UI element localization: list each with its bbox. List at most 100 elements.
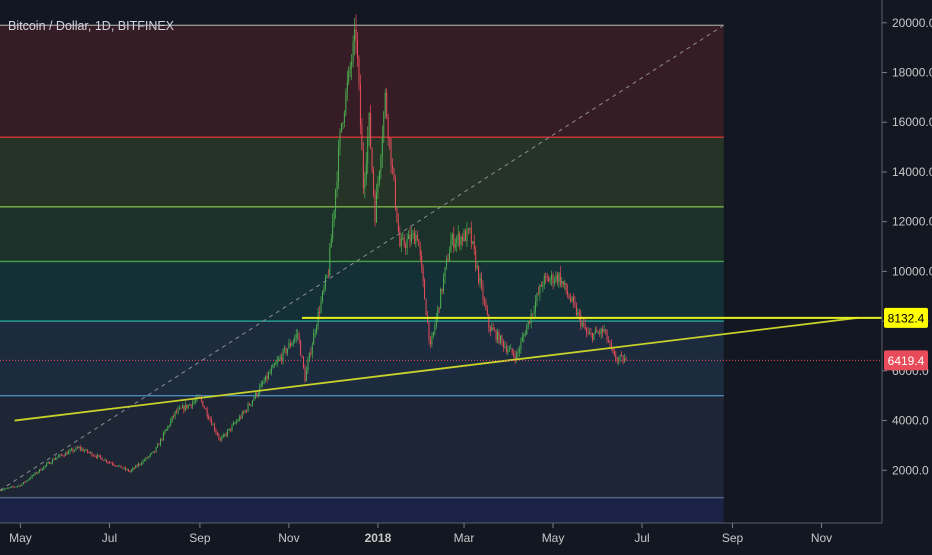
candle-body [298,333,300,342]
candle-body [68,451,70,455]
candle-body [570,298,572,302]
candle-body [17,486,19,487]
candle-body [510,348,512,350]
candle-body [193,401,195,403]
candle-body [583,322,585,324]
candle-body [122,468,124,469]
candle-body [164,431,166,433]
x-tick-label: 2018 [365,531,392,545]
candle-body [578,312,580,315]
candle-body [440,288,442,309]
candle-body [31,475,33,478]
candle-body [489,327,491,331]
price-tags: 8132.4 6419.4 [884,307,928,371]
candle-body [265,375,267,382]
candle-body [405,245,407,248]
symbol-title[interactable]: Bitcoin / Dollar, 1D, BITFINEX [8,19,175,33]
candle-body [152,451,154,453]
candle-body [257,393,259,396]
x-tick-label: Nov [278,531,299,545]
candle-body [132,468,134,470]
candle-body [553,280,555,284]
candle-body [267,373,269,380]
candle-body [266,375,268,380]
last-price-tag: 6419.4 [888,354,925,368]
candle-body [380,156,382,172]
candle-body [127,469,129,472]
candle-body [197,396,199,398]
candle-body [160,439,162,446]
candle-body [232,423,234,426]
candle-body [444,267,446,278]
candle-body [329,247,331,276]
fib-band [0,261,724,322]
candle-body [537,293,539,295]
candle-body [368,112,370,137]
candle-body [157,444,159,448]
candle-body [497,331,499,340]
candle-body [192,402,194,407]
candle-body [100,455,102,458]
candle-body [485,302,487,310]
trendline[interactable] [14,316,859,422]
candle-body [524,334,526,336]
candle-body [454,243,456,248]
candle-body [409,234,411,242]
candle-body [276,360,278,363]
x-tick-label: Jul [102,531,117,545]
candle-body [619,355,621,359]
candle-body [27,479,29,481]
candle-body [358,57,360,84]
candle-body [517,351,519,354]
candle-body [165,429,167,432]
candle-body [587,332,589,335]
y-tick-label: 14000.0 [892,165,932,179]
candle-body [89,452,91,454]
candle-body [386,92,388,117]
candle-body [104,459,106,461]
candle-body [339,131,341,148]
candle-body [495,330,497,340]
candlesticks [0,14,627,492]
candle-body [559,272,561,285]
candle-body [529,320,531,324]
candle-body [297,333,299,335]
candle-body [40,469,42,471]
candle-body [464,230,466,242]
last-price-tag-bg [884,350,928,371]
candle-body [41,469,43,471]
candle-body [275,362,277,365]
candle-body [92,455,94,457]
candle-body [371,148,373,170]
candle-body [424,280,426,300]
candle-body [597,332,599,334]
candle-body [370,112,372,149]
candle-body [307,361,309,371]
candle-body [103,460,105,462]
candle-body [81,448,83,450]
time-axis[interactable]: May Jul Sep Nov 2018 Mar May Jul Sep Nov [9,523,832,545]
drawn-lines[interactable] [0,316,882,422]
candle-body [568,294,570,299]
candle-body [408,234,410,240]
candle-body [362,150,364,189]
candle-body [378,171,380,182]
candle-body [335,189,337,211]
candle-body [539,285,541,294]
candle-body [591,333,593,340]
candle-body [513,352,515,356]
candle-body [393,168,395,179]
candle-body [117,465,119,467]
candle-body [120,465,122,469]
candle-body [19,485,21,487]
candle-body [110,462,112,464]
candle-body [521,337,523,342]
resistance-price-tag-bg [884,307,928,328]
candle-body [56,457,58,459]
candle-body [535,301,537,312]
candle-body [584,323,586,330]
candle-body [37,471,39,474]
